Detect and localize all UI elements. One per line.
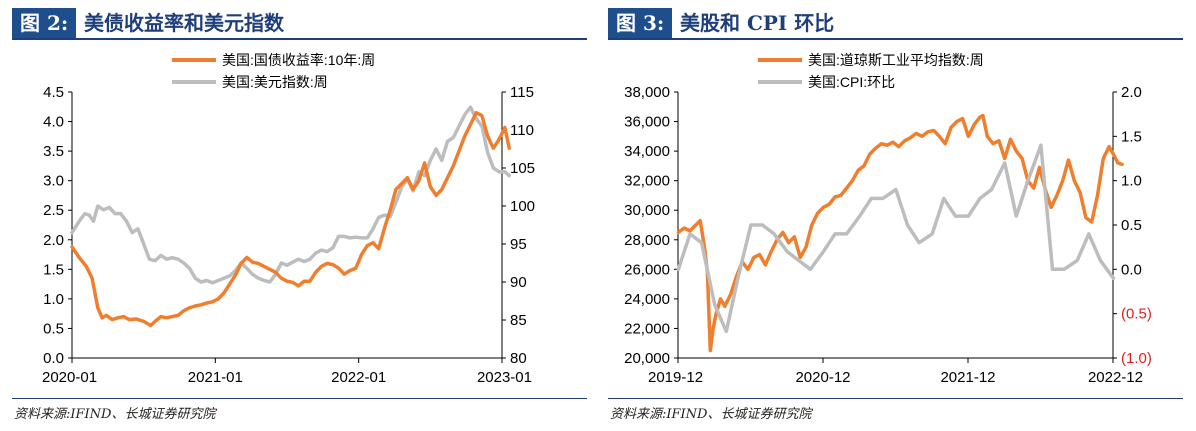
y-right-tick-label: (1.0) (1121, 350, 1152, 367)
y-left-tick-label: 24,000 (624, 291, 670, 308)
figure-tag: 图 3: (608, 8, 673, 38)
y-left-tick-label: 3.0 (43, 173, 64, 190)
y-left-tick-label: 2.0 (43, 232, 64, 249)
y-left-tick-label: 0.0 (43, 350, 64, 367)
x-tick-label: 2020-12 (795, 369, 850, 386)
source-note: 资料来源:IFIND、长城证券研究院 (14, 407, 216, 422)
source-footer: 资料来源:IFIND、长城证券研究院 (12, 398, 587, 423)
x-tick-label: 2022-12 (1088, 369, 1143, 386)
y-left-tick-label: 38,000 (624, 84, 670, 101)
y-right-tick-label: 90 (510, 274, 527, 291)
series-line-orange (70, 110, 511, 328)
yield-dollar-chart: 0.0 0.5 1.0 1.5 2.0 2.5 3.0 3.5 4.0 4.5 80 85 90 95 10… (42, 52, 535, 386)
x-tick-label: 2021-12 (940, 369, 995, 386)
y-left-tick-label: 4.5 (43, 84, 64, 101)
y-left-tick-label: 1.0 (43, 291, 64, 308)
chart-title-bar: 图 3: 美股和 CPI 环比 (608, 8, 1183, 40)
legend-label: 美国:道琼斯工业平均指数:周 (808, 52, 984, 68)
series-line-orange (676, 113, 1124, 353)
y-left-tick-label: 36,000 (624, 114, 670, 131)
x-tick-label: 2021-01 (188, 369, 243, 386)
y-right-tick-label: (0.5) (1121, 306, 1152, 323)
y-left-tick-label: 2.5 (43, 202, 64, 219)
chart-title: 美股和 CPI 环比 (680, 11, 835, 35)
legend-label: 美国:国债收益率:10年:周 (222, 52, 375, 68)
y-left-tick-label: 34,000 (624, 143, 670, 160)
y-right-tick-label: 105 (510, 160, 535, 177)
figure-tag: 图 2: (12, 8, 77, 38)
y-left-tick-label: 20,000 (624, 350, 670, 367)
series-line-gray (70, 105, 511, 285)
left-chart-panel: 图 2: 美债收益率和美元指数 0.0 0.5 1.0 1.5 2.0 2.5 3.0 3.5… (12, 0, 592, 431)
y-left-tick-label: 22,000 (624, 320, 670, 337)
source-footer: 资料来源:IFIND、长城证券研究院 (608, 398, 1183, 423)
y-left-tick-label: 3.5 (43, 143, 64, 160)
dow-cpi-chart: 20,000 22,000 24,000 26,000 28,000 30,000 32,0… (624, 52, 1152, 386)
y-left-tick-label: 30,000 (624, 202, 670, 219)
x-tick-label: 2019-12 (648, 369, 703, 386)
y-right-tick-label: 1.0 (1121, 173, 1142, 190)
y-right-tick-label: 0.5 (1121, 217, 1142, 234)
y-left-tick-label: 1.5 (43, 261, 64, 278)
x-tick-label: 2023-01 (477, 369, 532, 386)
y-right-tick-label: 2.0 (1121, 84, 1142, 101)
y-right-tick-label: 95 (510, 236, 527, 253)
y-right-tick-label: 85 (510, 312, 527, 329)
y-left-tick-label: 26,000 (624, 261, 670, 278)
y-right-tick-label: 110 (510, 122, 534, 139)
series-line-gray (676, 143, 1116, 334)
y-right-tick-label: 1.5 (1121, 128, 1142, 145)
y-left-tick-label: 0.5 (43, 320, 64, 337)
y-right-tick-label: 80 (510, 350, 527, 367)
chart-title: 美债收益率和美元指数 (84, 11, 284, 35)
x-tick-label: 2022-01 (331, 369, 386, 386)
y-right-tick-label: 0.0 (1121, 261, 1142, 278)
legend-label: 美国:美元指数:周 (222, 74, 328, 90)
x-tick-label: 2020-01 (42, 369, 97, 386)
right-chart-panel: 图 3: 美股和 CPI 环比 20,000 22,000 24,000 26,000… (608, 0, 1188, 431)
y-left-tick-label: 32,000 (624, 173, 670, 190)
source-note: 资料来源:IFIND、长城证券研究院 (610, 407, 812, 422)
y-left-tick-label: 4.0 (43, 114, 64, 131)
legend-label: 美国:CPI:环比 (808, 74, 895, 90)
chart-title-bar: 图 2: 美债收益率和美元指数 (12, 8, 587, 40)
y-right-tick-label: 115 (510, 84, 534, 101)
y-left-tick-label: 28,000 (624, 232, 670, 249)
y-right-tick-label: 100 (510, 198, 535, 215)
